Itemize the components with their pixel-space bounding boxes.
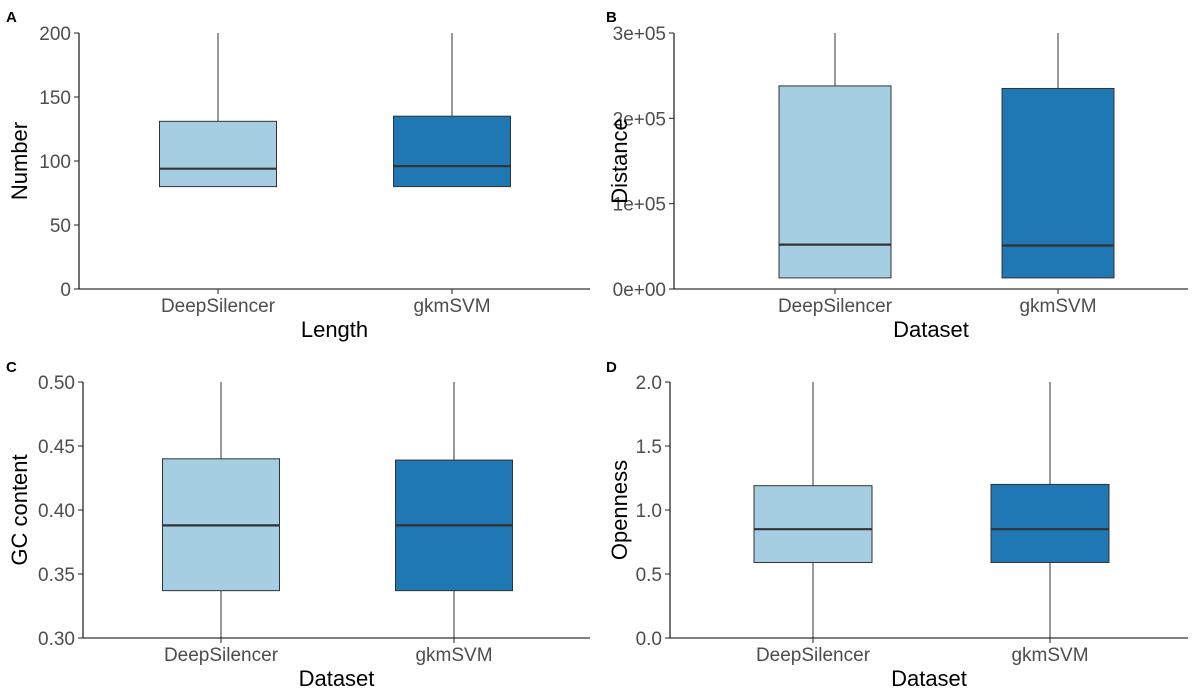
y-tick-label: 2e+05	[613, 109, 666, 130]
panel-label: D	[606, 359, 617, 376]
y-tick-label: 3e+05	[613, 24, 666, 45]
box-deepsilencer	[753, 485, 873, 563]
x-tick-label: DeepSilencer	[778, 296, 893, 317]
x-tick-label: gkmSVM	[413, 296, 490, 317]
x-tick-label: DeepSilencer	[756, 645, 871, 666]
box-gkmsvm	[990, 483, 1110, 563]
y-tick-label: 2.0	[636, 373, 662, 394]
x-axis-title: Dataset	[299, 666, 375, 691]
panel-label: A	[6, 9, 17, 26]
y-tick-label: 0	[60, 280, 71, 301]
y-tick-label: 0.30	[38, 629, 75, 650]
chart-panel-b: B 0e+00 1e+05 2e+05 3e+05 DeepSilencer gkmSVM D…	[606, 9, 1188, 342]
y-tick-label: 50	[50, 216, 71, 237]
y-axis-title: Number	[7, 122, 32, 200]
panel-label: B	[606, 9, 617, 26]
x-tick-label: DeepSilencer	[161, 296, 276, 317]
x-axis-title: Dataset	[893, 317, 969, 342]
box-deepsilencer	[159, 120, 277, 188]
y-axis-title: GC content	[7, 454, 32, 565]
y-axis-title: Openness	[607, 460, 632, 560]
panel-label: C	[6, 359, 17, 376]
y-tick-label: 1e+05	[613, 195, 666, 216]
y-tick-label: 0.0	[636, 629, 662, 650]
x-tick-label: gkmSVM	[1019, 296, 1096, 317]
y-tick-label: 0.50	[38, 373, 75, 394]
x-tick-label: gkmSVM	[415, 645, 492, 666]
box-gkmsvm	[393, 115, 511, 188]
y-tick-label: 1.0	[636, 501, 662, 522]
y-tick-label: 150	[39, 88, 71, 109]
y-tick-label: 200	[39, 24, 71, 45]
chart-panel-d: D 0.0 0.5 1.0 1.5 2.0 DeepSilencer gkmSVM Datase…	[606, 359, 1188, 691]
x-tick-label: gkmSVM	[1011, 645, 1088, 666]
y-tick-label: 0.5	[636, 565, 662, 586]
x-tick-label: DeepSilencer	[164, 645, 279, 666]
y-tick-label: 100	[39, 152, 71, 173]
x-axis-title: Dataset	[891, 666, 967, 691]
chart-panel-c: C 0.30 0.35 0.40 0.45 0.50 DeepSilencer gkmSVM D…	[6, 359, 590, 691]
y-tick-label: 0e+00	[613, 280, 666, 301]
y-tick-label: 1.5	[636, 437, 662, 458]
y-tick-label: 0.45	[38, 437, 75, 458]
y-tick-label: 0.35	[38, 565, 75, 586]
x-axis-title: Length	[301, 317, 368, 342]
y-tick-label: 0.40	[38, 501, 75, 522]
chart-panel-a: A 0 50 100 150 200 DeepSilencer gkmSVM Length Num…	[6, 9, 590, 342]
y-axis-title: Distance	[607, 118, 632, 204]
box-gkmsvm	[1001, 87, 1115, 279]
box-deepsilencer	[778, 85, 892, 279]
